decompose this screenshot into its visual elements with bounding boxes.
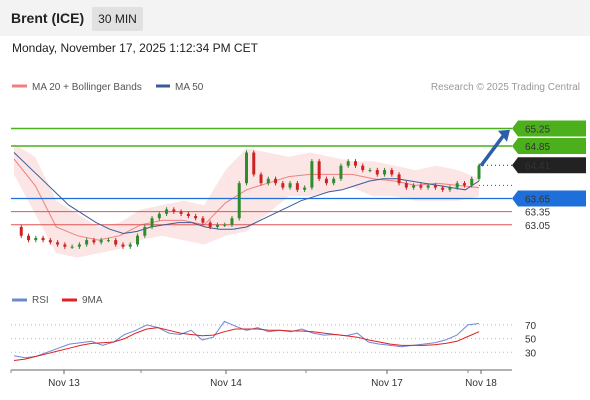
chart-header: Brent (ICE) 30 MIN [0,0,590,36]
bollinger-band [14,143,479,258]
candle-body [274,178,278,184]
level-tag [512,137,586,154]
level-label: 65.25 [525,124,550,135]
legend-label-9ma: 9MA [82,295,103,306]
level-label: 63.05 [525,221,550,232]
candle-body [85,240,89,245]
candle-body [288,183,292,188]
timeframe-button[interactable]: 30 MIN [92,7,143,31]
candle-body [397,174,401,184]
candle-body [41,237,45,241]
candle-body [208,222,212,227]
forecast-arrow-head [498,129,510,142]
candle-body [303,187,307,190]
candle-body [281,183,285,188]
candle-body [470,178,474,186]
candle-body [143,226,147,236]
current-price-tag [512,157,586,174]
candle-body [186,213,190,217]
candle-body [353,161,357,166]
candle-body [114,240,118,245]
candle-body [404,183,408,188]
level-tag [512,120,586,137]
candle-body [121,244,125,247]
candle-body [172,209,176,212]
candle-body [201,218,205,223]
candle-body [34,237,38,241]
rsi-tick-label: 50 [525,335,537,346]
rsi-line [13,320,480,359]
candle-body [128,244,132,247]
candle-body [245,152,248,184]
candle-body [426,185,430,188]
candle-body [390,170,394,175]
candles [19,150,481,249]
credit-text: Research © 2025 Trading Central [431,82,580,93]
legend-label-rsi: RSI [32,295,49,306]
candle-body [215,224,219,227]
candle-body [455,183,459,188]
candle-body [266,178,270,184]
level-label: 63.65 [525,195,550,206]
candle-body [230,218,234,225]
x-tick-label: Nov 14 [210,378,242,389]
candle-body [295,183,299,190]
candle-body [70,246,74,248]
candle-body [99,240,103,243]
level-tag [512,190,586,207]
ma20-line [13,158,480,241]
candle-body [346,161,350,166]
candle-body [317,161,321,179]
candle-body [361,165,365,171]
candle-body [259,174,263,184]
candle-body [339,165,343,179]
candle-body [433,185,437,188]
candle-body [92,240,96,243]
candle-body [56,242,60,245]
level-label: 63.35 [525,208,550,219]
candle-body [237,183,241,219]
candle-body [179,211,183,214]
candle-body [412,185,416,188]
candle-body [252,152,256,175]
candle-body [48,240,52,243]
legend-label-ma50: MA 50 [175,82,204,93]
candle-body [383,170,387,175]
candle-body [165,209,169,214]
candle-body [136,235,140,245]
rsi-tick-label: 70 [525,321,537,332]
x-tick-label: Nov 18 [465,378,497,389]
candle-body [310,161,314,188]
candle-body [19,226,23,236]
candle-body [419,185,423,188]
candle-body [368,170,372,172]
candle-body [441,187,445,190]
datetime-label: Monday, November 17, 2025 1:12:34 PM CET [12,41,258,55]
forecast-arrow [479,133,506,167]
current-price-label: 64.41 [525,161,550,172]
candle-body [223,224,227,226]
rsi-9ma-line [13,327,480,361]
candle-body [77,244,81,247]
candle-body [448,187,452,190]
instrument-title: Brent (ICE) [11,10,85,26]
ma50-line [13,152,480,235]
rsi-tick-label: 30 [525,348,537,359]
x-tick-label: Nov 13 [48,378,80,389]
candle-body [332,178,336,184]
legend-label-bollinger: MA 20 + Bollinger Bands [32,82,142,93]
candle-body [157,213,161,219]
candle-body [462,183,466,186]
candle-body [324,178,328,184]
candle-body [375,170,379,175]
candle-body [194,216,198,219]
level-label: 64.85 [525,142,550,153]
candle-body [150,218,154,227]
candle-body [27,235,31,241]
x-tick-label: Nov 17 [371,378,403,389]
candle-body [63,244,67,247]
candle-body [477,165,481,179]
candle-body [106,240,110,242]
